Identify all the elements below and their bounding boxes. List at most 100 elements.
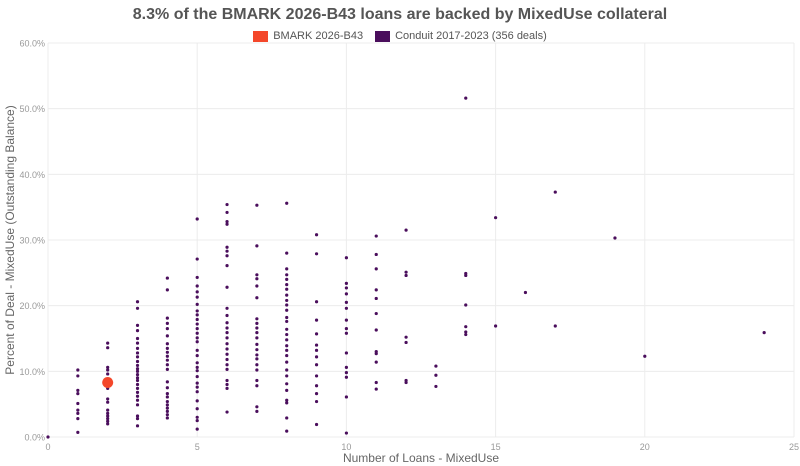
conduit-data-point[interactable] — [285, 303, 289, 307]
conduit-data-point[interactable] — [135, 363, 140, 368]
conduit-data-point[interactable] — [165, 327, 169, 331]
conduit-data-point[interactable] — [135, 369, 140, 373]
conduit-data-point[interactable] — [314, 343, 319, 347]
conduit-data-point[interactable] — [255, 353, 259, 357]
conduit-data-point[interactable] — [344, 395, 348, 399]
conduit-data-point[interactable] — [135, 373, 140, 377]
conduit-data-point[interactable] — [135, 424, 140, 428]
conduit-data-point[interactable] — [76, 401, 80, 406]
conduit-data-point[interactable] — [135, 336, 140, 341]
conduit-data-point[interactable] — [195, 418, 199, 423]
conduit-data-point[interactable] — [195, 407, 199, 411]
conduit-data-point[interactable] — [374, 380, 378, 385]
conduit-data-point[interactable] — [344, 318, 348, 322]
conduit-data-point[interactable] — [374, 267, 378, 271]
conduit-data-point[interactable] — [135, 403, 140, 407]
conduit-data-point[interactable] — [195, 313, 199, 317]
conduit-data-point[interactable] — [165, 413, 169, 417]
conduit-data-point[interactable] — [255, 409, 259, 413]
conduit-data-point[interactable] — [76, 430, 80, 435]
conduit-data-point[interactable] — [374, 328, 378, 332]
conduit-data-point[interactable] — [225, 363, 229, 367]
conduit-data-point[interactable] — [613, 236, 617, 240]
conduit-data-point[interactable] — [344, 292, 348, 296]
conduit-data-point[interactable] — [404, 335, 408, 339]
conduit-data-point[interactable] — [285, 277, 289, 281]
conduit-data-point[interactable] — [135, 300, 140, 304]
conduit-data-point[interactable] — [225, 336, 229, 340]
conduit-data-point[interactable] — [106, 411, 110, 415]
conduit-data-point[interactable] — [225, 326, 229, 330]
conduit-data-point[interactable] — [76, 411, 80, 415]
conduit-data-point[interactable] — [195, 415, 199, 419]
conduit-data-point[interactable] — [195, 353, 199, 358]
conduit-data-point[interactable] — [255, 273, 259, 277]
conduit-data-point[interactable] — [553, 190, 557, 194]
conduit-data-point[interactable] — [374, 350, 378, 354]
conduit-data-point[interactable] — [285, 283, 289, 287]
conduit-data-point[interactable] — [106, 397, 110, 401]
conduit-data-point[interactable] — [135, 378, 140, 383]
conduit-data-point[interactable] — [106, 408, 110, 412]
conduit-data-point[interactable] — [135, 376, 140, 380]
conduit-data-point[interactable] — [165, 406, 169, 410]
conduit-data-point[interactable] — [165, 367, 169, 371]
conduit-data-point[interactable] — [255, 348, 259, 352]
conduit-data-point[interactable] — [225, 313, 229, 318]
conduit-data-point[interactable] — [314, 399, 319, 404]
conduit-data-point[interactable] — [106, 365, 110, 369]
conduit-data-point[interactable] — [344, 331, 348, 335]
conduit-data-point[interactable] — [255, 244, 259, 248]
conduit-data-point[interactable] — [195, 374, 199, 379]
conduit-data-point[interactable] — [404, 228, 408, 232]
conduit-data-point[interactable] — [225, 378, 229, 383]
conduit-data-point[interactable] — [225, 285, 229, 289]
conduit-data-point[interactable] — [225, 202, 229, 207]
conduit-data-point[interactable] — [135, 382, 140, 387]
conduit-data-point[interactable] — [135, 390, 140, 394]
conduit-data-point[interactable] — [285, 338, 289, 342]
conduit-data-point[interactable] — [285, 251, 289, 255]
conduit-data-point[interactable] — [285, 293, 289, 297]
conduit-data-point[interactable] — [344, 281, 348, 285]
conduit-data-point[interactable] — [285, 416, 289, 420]
conduit-data-point[interactable] — [464, 332, 468, 337]
conduit-data-point[interactable] — [225, 347, 229, 351]
conduit-data-point[interactable] — [255, 336, 259, 340]
conduit-data-point[interactable] — [195, 385, 199, 389]
conduit-data-point[interactable] — [76, 388, 80, 392]
conduit-data-point[interactable] — [76, 368, 80, 372]
conduit-data-point[interactable] — [195, 309, 199, 313]
conduit-data-point[interactable] — [46, 435, 50, 439]
conduit-data-point[interactable] — [225, 410, 229, 414]
conduit-data-point[interactable] — [225, 367, 229, 371]
conduit-data-point[interactable] — [135, 398, 140, 402]
conduit-data-point[interactable] — [165, 342, 169, 346]
conduit-data-point[interactable] — [76, 417, 80, 421]
conduit-data-point[interactable] — [314, 374, 319, 378]
conduit-data-point[interactable] — [314, 355, 319, 359]
conduit-series-points[interactable] — [46, 96, 766, 439]
conduit-data-point[interactable] — [374, 311, 378, 316]
conduit-data-point[interactable] — [285, 201, 289, 205]
conduit-data-point[interactable] — [374, 234, 378, 238]
conduit-data-point[interactable] — [464, 271, 468, 276]
conduit-data-point[interactable] — [285, 348, 289, 352]
conduit-data-point[interactable] — [165, 386, 169, 390]
conduit-data-point[interactable] — [255, 368, 259, 372]
conduit-data-point[interactable] — [314, 332, 319, 336]
conduit-data-point[interactable] — [314, 384, 319, 388]
conduit-data-point[interactable] — [195, 284, 199, 288]
conduit-data-point[interactable] — [225, 264, 229, 268]
conduit-data-point[interactable] — [285, 344, 289, 348]
conduit-data-point[interactable] — [344, 351, 348, 355]
conduit-data-point[interactable] — [434, 384, 438, 389]
conduit-data-point[interactable] — [165, 416, 169, 420]
conduit-data-point[interactable] — [314, 318, 319, 322]
conduit-data-point[interactable] — [195, 361, 199, 365]
conduit-data-point[interactable] — [195, 390, 199, 394]
conduit-data-point[interactable] — [135, 367, 140, 371]
conduit-data-point[interactable] — [255, 384, 259, 388]
conduit-data-point[interactable] — [285, 308, 289, 312]
